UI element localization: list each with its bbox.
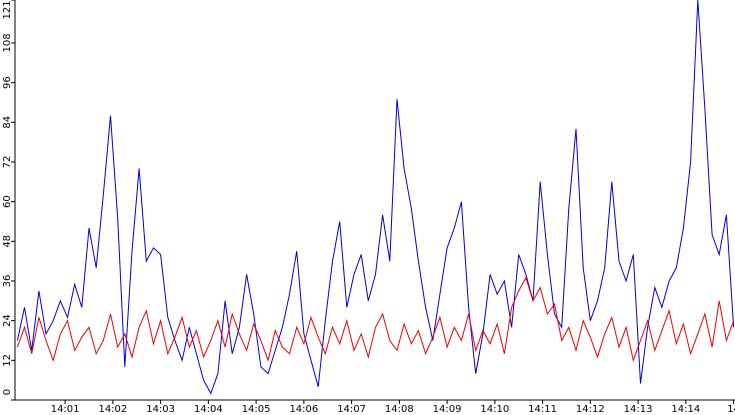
x-tick-label: 14:03	[146, 404, 175, 415]
x-tick-label: 14	[727, 404, 735, 415]
series-line	[16, 0, 735, 395]
y-tick-label: 12	[2, 354, 13, 367]
x-tick-label: 14:13	[624, 404, 653, 415]
x-tick-label: 14:10	[480, 404, 509, 415]
x-tick-label: 14:14	[671, 404, 700, 415]
x-tick-label: 14:01	[51, 404, 80, 415]
x-tick-label: 14:11	[528, 404, 557, 415]
x-tick-label: 14:05	[242, 404, 271, 415]
y-tick-label: 108	[2, 33, 13, 52]
x-tick-label: 14:04	[194, 404, 223, 415]
y-tick-label: 96	[2, 76, 13, 89]
y-tick-label: 121	[2, 0, 13, 19]
y-tick-label: 36	[2, 275, 13, 288]
y-tick-label: 60	[2, 195, 13, 208]
x-tick-label: 14:06	[289, 404, 318, 415]
x-tick-label: 14:07	[337, 404, 366, 415]
x-tick-label: 14:09	[433, 404, 462, 415]
y-tick-label: 24	[2, 314, 13, 327]
x-tick-label: 14:02	[98, 404, 127, 415]
x-tick-label: 14:08	[385, 404, 414, 415]
y-tick-label: 84	[2, 116, 13, 129]
x-tick-label: 14:12	[576, 404, 605, 415]
y-tick-label: 72	[2, 156, 13, 169]
series-line	[16, 276, 735, 363]
y-tick-label: 48	[2, 235, 13, 248]
y-tick-label: 0	[2, 389, 13, 395]
